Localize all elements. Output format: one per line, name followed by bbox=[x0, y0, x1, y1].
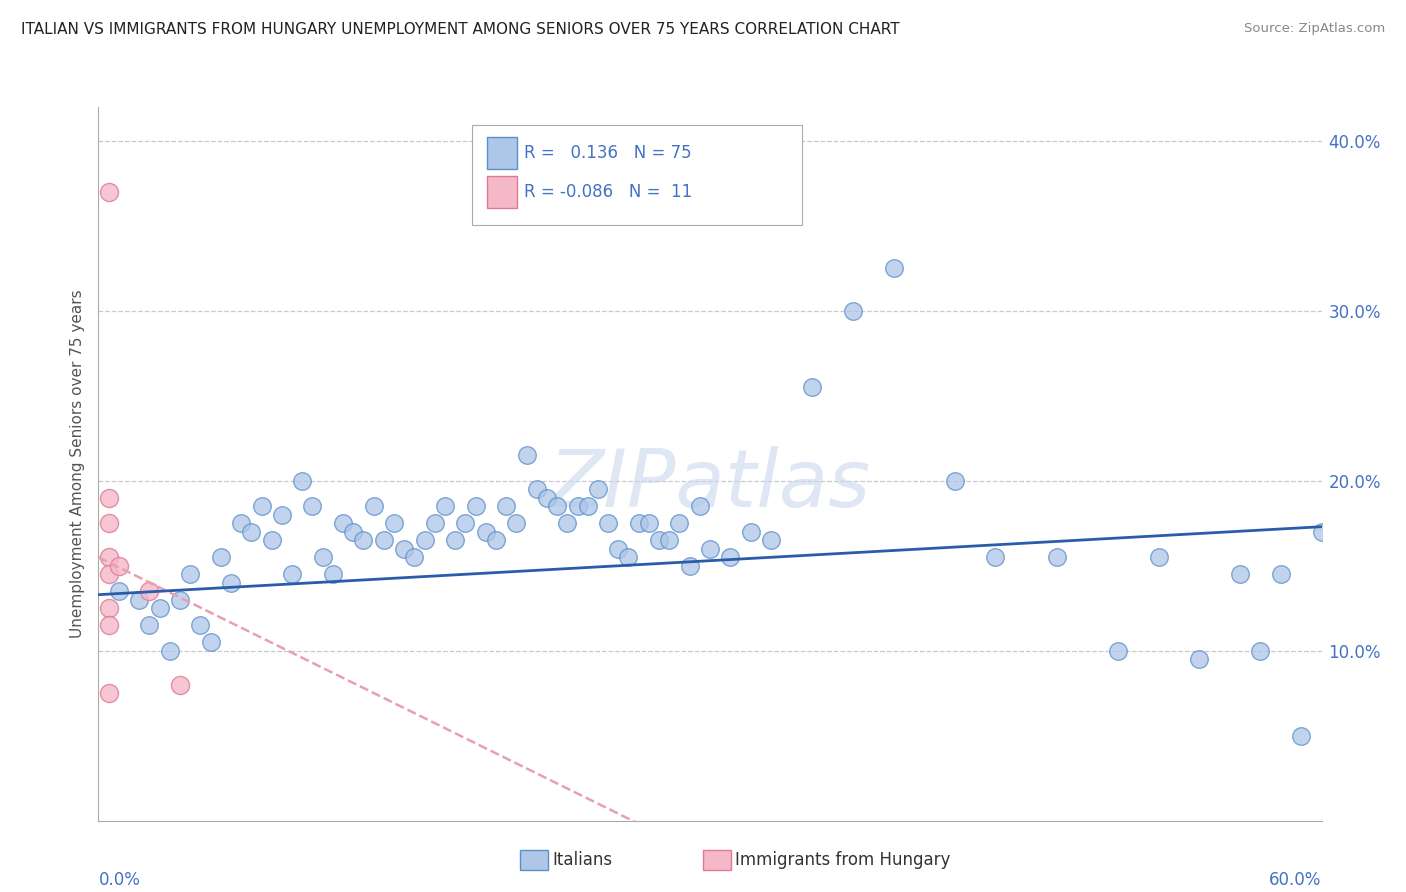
Point bbox=[169, 592, 191, 607]
Point bbox=[546, 500, 568, 514]
Y-axis label: Unemployment Among Seniors over 75 years: Unemployment Among Seniors over 75 years bbox=[69, 290, 84, 638]
Text: Source: ZipAtlas.com: Source: ZipAtlas.com bbox=[1244, 22, 1385, 36]
Point bbox=[1249, 644, 1271, 658]
Point bbox=[485, 533, 508, 548]
Point bbox=[413, 533, 436, 548]
Point bbox=[312, 550, 335, 565]
Text: ITALIAN VS IMMIGRANTS FROM HUNGARY UNEMPLOYMENT AMONG SENIORS OVER 75 YEARS CORR: ITALIAN VS IMMIGRANTS FROM HUNGARY UNEMP… bbox=[21, 22, 900, 37]
Point bbox=[668, 516, 690, 531]
Point bbox=[689, 500, 711, 514]
Point bbox=[250, 500, 273, 514]
Point bbox=[943, 474, 966, 488]
Point bbox=[342, 524, 364, 539]
Point bbox=[363, 500, 385, 514]
Text: 0.0%: 0.0% bbox=[98, 871, 141, 888]
Point bbox=[281, 567, 304, 582]
Point bbox=[392, 541, 416, 556]
Point bbox=[169, 678, 191, 692]
Point bbox=[352, 533, 374, 548]
Point bbox=[1107, 644, 1129, 658]
Point bbox=[1147, 550, 1170, 565]
Point bbox=[576, 500, 599, 514]
Text: Italians: Italians bbox=[553, 851, 613, 869]
Point bbox=[1045, 550, 1069, 565]
Point bbox=[138, 584, 160, 599]
Point bbox=[209, 550, 232, 565]
Point bbox=[260, 533, 283, 548]
Point bbox=[270, 508, 294, 522]
Point bbox=[505, 516, 527, 531]
Point bbox=[188, 618, 212, 632]
Point bbox=[240, 524, 263, 539]
Text: R = -0.086   N =  11: R = -0.086 N = 11 bbox=[524, 183, 692, 201]
Point bbox=[637, 516, 661, 531]
Point bbox=[159, 644, 181, 658]
Text: R =   0.136   N = 75: R = 0.136 N = 75 bbox=[524, 144, 692, 161]
Text: 60.0%: 60.0% bbox=[1270, 871, 1322, 888]
Point bbox=[332, 516, 354, 531]
Point bbox=[128, 592, 150, 607]
Point bbox=[627, 516, 650, 531]
FancyBboxPatch shape bbox=[471, 125, 801, 225]
Point bbox=[291, 474, 314, 488]
Point bbox=[586, 483, 609, 497]
Point bbox=[108, 558, 131, 573]
Point bbox=[434, 500, 457, 514]
Point bbox=[658, 533, 681, 548]
Point bbox=[516, 448, 538, 462]
Point bbox=[536, 491, 558, 505]
Point bbox=[648, 533, 671, 548]
Point bbox=[404, 550, 426, 565]
Point bbox=[179, 567, 201, 582]
Point bbox=[495, 500, 517, 514]
Point bbox=[984, 550, 1007, 565]
Point bbox=[97, 618, 120, 632]
Point bbox=[1229, 567, 1251, 582]
Point bbox=[219, 575, 242, 590]
Point bbox=[761, 533, 783, 548]
Point bbox=[97, 491, 120, 505]
Point bbox=[464, 500, 486, 514]
Point bbox=[617, 550, 640, 565]
Point bbox=[598, 516, 620, 531]
Point bbox=[526, 483, 548, 497]
Point bbox=[97, 550, 120, 565]
Point bbox=[97, 567, 120, 582]
Point bbox=[883, 261, 905, 276]
Point bbox=[97, 185, 120, 199]
Point bbox=[1310, 524, 1333, 539]
Point bbox=[801, 380, 824, 394]
Point bbox=[718, 550, 742, 565]
Point bbox=[841, 304, 863, 318]
Point bbox=[97, 601, 120, 615]
Point bbox=[699, 541, 721, 556]
Point bbox=[138, 618, 160, 632]
Point bbox=[1270, 567, 1292, 582]
Point bbox=[97, 686, 120, 700]
Point bbox=[474, 524, 498, 539]
Point bbox=[607, 541, 630, 556]
Point bbox=[382, 516, 405, 531]
Point bbox=[97, 516, 120, 531]
Point bbox=[231, 516, 253, 531]
Text: ZIPatlas: ZIPatlas bbox=[548, 446, 872, 524]
Point bbox=[301, 500, 323, 514]
Bar bbox=[488, 177, 517, 209]
Text: Immigrants from Hungary: Immigrants from Hungary bbox=[735, 851, 950, 869]
Point bbox=[740, 524, 762, 539]
Point bbox=[1188, 652, 1211, 666]
Point bbox=[200, 635, 222, 649]
Point bbox=[679, 558, 702, 573]
Point bbox=[108, 584, 131, 599]
Point bbox=[1291, 729, 1313, 743]
Point bbox=[373, 533, 395, 548]
Point bbox=[454, 516, 477, 531]
Point bbox=[444, 533, 467, 548]
Point bbox=[423, 516, 446, 531]
Point bbox=[149, 601, 172, 615]
Point bbox=[555, 516, 579, 531]
Bar bbox=[488, 137, 517, 169]
Point bbox=[567, 500, 589, 514]
Point bbox=[322, 567, 344, 582]
